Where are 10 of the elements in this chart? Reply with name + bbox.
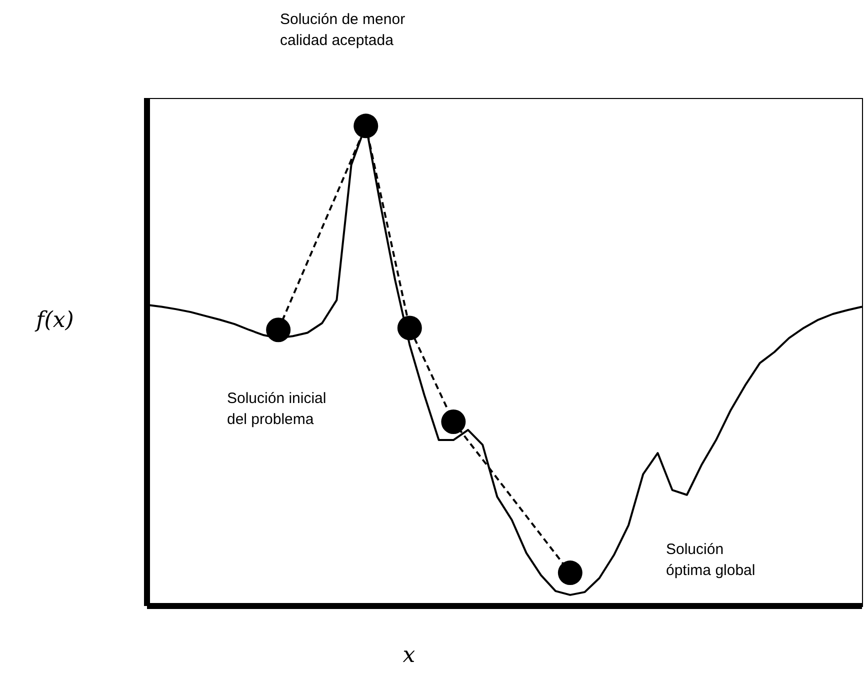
annotation: Solución óptima global: [666, 541, 756, 579]
point: [397, 316, 422, 340]
point: [266, 318, 291, 342]
text: Solución de menor calidad aceptada: [280, 11, 406, 49]
point: [441, 410, 466, 434]
annotation: Solución inicial del problema: [227, 390, 326, 428]
x-axis-title: x: [402, 643, 416, 668]
point: [558, 560, 582, 586]
point: [354, 114, 378, 138]
y-axis-title: f(x): [34, 308, 74, 333]
